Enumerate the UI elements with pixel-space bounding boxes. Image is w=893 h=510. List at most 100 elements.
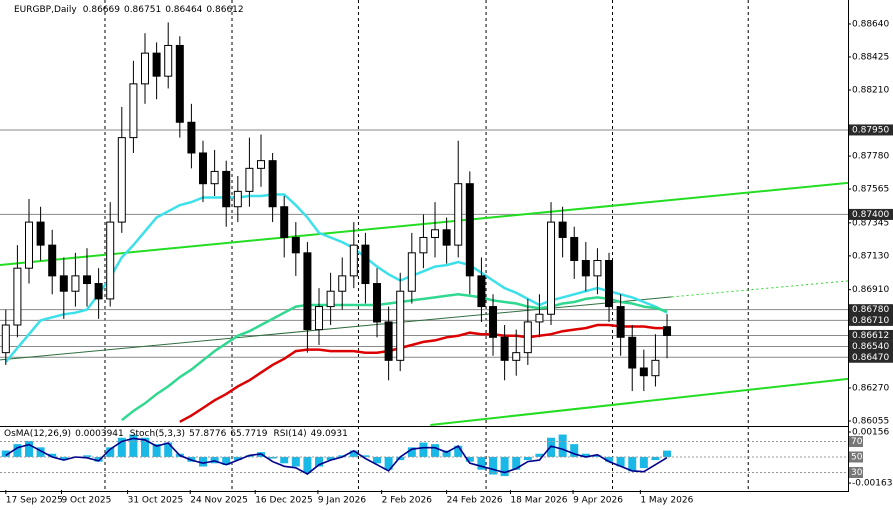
rsi-level-box: [849, 451, 863, 463]
candle-body: [465, 183, 474, 277]
osma-bar: [535, 453, 544, 457]
candle-body: [245, 167, 254, 192]
candle-body: [280, 206, 289, 238]
candle-body: [83, 275, 92, 285]
candle-body: [48, 244, 57, 277]
x-tick-label: 1 May 2026: [640, 496, 693, 506]
rsi-value: 49.0931: [311, 429, 348, 439]
rsi-level-label: 50: [849, 451, 863, 463]
osma-bar: [547, 437, 556, 457]
osma-bar: [1, 450, 10, 457]
osma-bar: [141, 437, 150, 457]
osma-bar: [94, 456, 103, 462]
osma-bar: [373, 456, 382, 464]
osma-bar: [593, 455, 602, 457]
rsi-level-label: 70: [849, 435, 863, 447]
osma-tick-label: -0.001634: [852, 479, 893, 489]
osma-bar: [349, 450, 358, 457]
candle-body: [431, 229, 440, 238]
candle-body: [175, 44, 184, 123]
osma-bar: [581, 453, 590, 457]
osma-bar: [454, 445, 463, 457]
candle-body: [639, 367, 648, 377]
osma-name: OsMA(12,26,9): [4, 429, 71, 439]
osma-bar: [616, 456, 625, 467]
x-tick-label: 18 Mar 2026: [510, 496, 567, 506]
candle-body: [164, 44, 173, 77]
candle-body: [547, 221, 556, 315]
candle-body: [535, 313, 544, 323]
osma-bar: [442, 450, 451, 457]
level-box: [849, 124, 893, 136]
candle-body: [13, 267, 22, 326]
osma-bar: [477, 456, 486, 470]
osma-bar: [639, 456, 648, 469]
y-tick-label: 0.86910: [852, 285, 889, 295]
rsi-level-label: 30: [849, 466, 863, 478]
osma-bar: [25, 440, 34, 457]
level-label-text: 0.87400: [852, 210, 889, 220]
title-text: EURGBP,Daily 0.86669 0.86751 0.86464 0.86612: [14, 5, 244, 15]
indicator-header: OsMA(12,26,9) 0.0003941 Stoch(5,3,3) 57.877…: [4, 429, 348, 439]
candle-body: [477, 275, 486, 308]
ohlc-open: 0.86669: [83, 5, 120, 15]
candle-body: [71, 275, 80, 292]
level-label: 0.86540: [849, 341, 893, 353]
level-label-text: 0.86612: [852, 331, 889, 341]
y-tick-label: 0.86055: [852, 417, 889, 427]
y-tick-label: 0.87130: [852, 251, 889, 261]
osma-bar: [663, 450, 672, 457]
osma-bar: [651, 456, 660, 461]
osma-bar: [36, 447, 45, 457]
candle-body: [512, 352, 521, 361]
rsi-tick-label: 70: [851, 437, 863, 447]
ohlc-close: 0.86612: [206, 5, 243, 15]
candle-body: [59, 275, 68, 292]
y-tick-label: 0.87565: [852, 185, 889, 195]
moving-average: [179, 323, 667, 423]
candle-body: [257, 160, 266, 169]
stoch-name: Stoch(5,3,3): [130, 429, 185, 439]
candle-body: [523, 321, 532, 354]
x-tick-label: 9 Jan 2026: [318, 496, 366, 506]
candle-body: [442, 229, 451, 246]
osma-bar: [280, 456, 289, 464]
level-box: [849, 314, 893, 326]
candle-body: [268, 160, 277, 208]
candle-body: [407, 252, 416, 292]
candle-body: [199, 152, 208, 185]
rsi-tick-label: 30: [851, 468, 863, 478]
rsi-line: [5, 437, 668, 475]
stoch-main: 57.8776: [189, 429, 226, 439]
candle-body: [303, 252, 312, 331]
candle-body: [558, 221, 567, 238]
level-label-text: 0.86470: [852, 353, 889, 363]
candle-body: [616, 306, 625, 338]
x-tick-label: 9 Oct 2025: [61, 496, 111, 506]
y-tick-label: 0.88640: [852, 19, 889, 29]
osma-bar: [396, 456, 405, 461]
osma-bar: [152, 444, 161, 457]
osma-bar: [268, 456, 277, 459]
candle-body: [106, 221, 115, 300]
candle-body: [384, 321, 393, 361]
candle-body: [570, 236, 579, 261]
moving-average: [4, 193, 668, 363]
candle-body: [233, 190, 242, 208]
candle-body: [1, 324, 10, 354]
level-label-text: 0.86710: [852, 316, 889, 326]
candle-body: [593, 259, 602, 277]
osma-bar: [500, 456, 509, 477]
chart-title: EURGBP,Daily 0.86669 0.86751 0.86464 0.86612: [14, 5, 244, 15]
osma-bar: [117, 437, 126, 457]
level-box: [849, 351, 893, 363]
level-box: [849, 329, 893, 341]
candle-body: [25, 221, 34, 269]
osma-bar: [512, 456, 521, 470]
candle-body: [454, 183, 463, 246]
level-label: 0.87950: [849, 124, 893, 136]
osma-bar: [489, 456, 498, 475]
candle-body: [187, 121, 196, 154]
ohlc-high: 0.86751: [124, 5, 161, 15]
